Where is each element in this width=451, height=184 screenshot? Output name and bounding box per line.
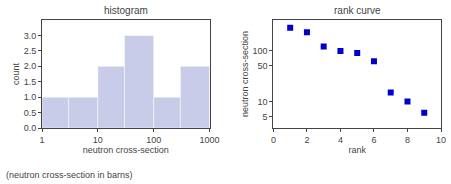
svg-text:8: 8 — [405, 135, 410, 145]
svg-text:10: 10 — [93, 135, 103, 145]
svg-text:0: 0 — [271, 135, 276, 145]
svg-text:histogram: histogram — [104, 5, 148, 16]
svg-text:10: 10 — [436, 135, 446, 145]
svg-text:5: 5 — [263, 112, 268, 122]
svg-text:neutron cross-section: neutron cross-section — [240, 31, 250, 117]
svg-text:(neutron cross-section in barn: (neutron cross-section in barns) — [6, 170, 133, 180]
svg-text:0.5: 0.5 — [24, 108, 37, 118]
svg-text:1000: 1000 — [200, 135, 220, 145]
svg-text:count: count — [11, 62, 21, 85]
svg-text:4: 4 — [338, 135, 343, 145]
svg-text:neutron cross-section: neutron cross-section — [83, 145, 169, 155]
svg-text:2: 2 — [304, 135, 309, 145]
svg-text:1.5: 1.5 — [24, 77, 37, 87]
svg-text:2.5: 2.5 — [24, 46, 37, 56]
svg-text:100: 100 — [146, 135, 161, 145]
svg-text:100: 100 — [253, 46, 268, 56]
svg-text:50: 50 — [258, 61, 268, 71]
svg-text:3.0: 3.0 — [24, 31, 37, 41]
svg-text:1.0: 1.0 — [24, 92, 37, 102]
svg-text:10: 10 — [258, 97, 268, 107]
svg-text:6: 6 — [371, 135, 376, 145]
svg-text:2.0: 2.0 — [24, 61, 37, 71]
svg-text:1: 1 — [39, 135, 44, 145]
svg-text:rank curve: rank curve — [334, 5, 381, 16]
svg-text:rank: rank — [348, 145, 366, 155]
svg-text:0.0: 0.0 — [24, 123, 37, 133]
